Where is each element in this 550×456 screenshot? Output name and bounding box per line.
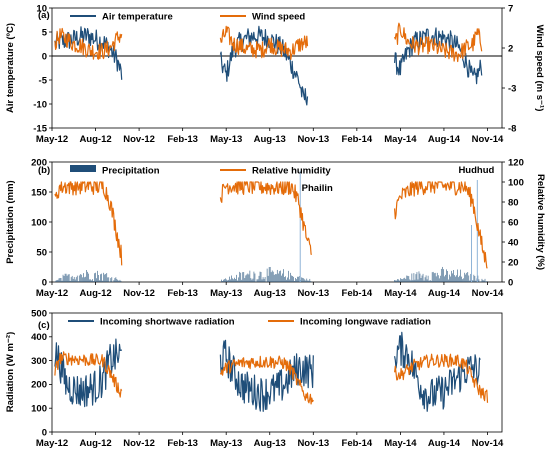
ylabel-radiation: Radiation (W m⁻²) [5,332,16,412]
ytick-right-label: 2 [508,43,513,54]
ylabel-relative-humidity: Relative humidity (%) [535,174,546,270]
xtick-label: May-13 [210,134,242,145]
xtick-label: Feb-14 [342,438,373,449]
annotation-cyclone: Hudhud [458,165,494,176]
ytick-right-label: 100 [508,177,524,188]
xtick-label: May-12 [36,134,68,145]
ytick-label: 200 [31,157,47,168]
xtick-label: Nov-13 [297,438,329,449]
ytick-right-label: 120 [508,157,524,168]
xtick-label: Nov-12 [123,288,155,299]
panel-label-b: (b) [38,165,50,176]
ytick-label: 0 [42,51,47,62]
xtick-label: Nov-14 [472,438,504,449]
xtick-label: Aug-14 [428,134,461,145]
panel-precipitation-humidity: Precipitation (mm) Relative humidity (%)… [5,157,546,299]
xtick-label: Nov-13 [297,134,329,145]
series-line-incoming-longwave-radiation [394,353,489,403]
annotation-cyclone: Phailin [302,183,333,194]
xtick-label: May-13 [210,288,242,299]
xtick-label: Aug-13 [254,438,286,449]
xtick-label: May-14 [384,438,417,449]
xtick-label: Aug-14 [428,288,461,299]
panel-air-temperature-wind: Air temperature (ºC) Wind speed (m s⁻¹) … [5,3,545,145]
legend-label: Incoming shortwave radiation [100,317,235,328]
ytick-right-label: 7 [508,3,513,14]
plot-frame [51,161,503,283]
ytick-label: -15 [33,123,47,134]
legend-label: Precipitation [102,166,160,177]
ytick-label: -5 [39,75,48,86]
ylabel-air-temperature: Air temperature (ºC) [5,23,16,113]
ytick-label: 0 [42,277,47,288]
ytick-right-label: 40 [508,237,519,248]
xtick-label: Feb-13 [167,288,198,299]
ytick-right-label: 20 [508,257,519,268]
xtick-label: Nov-12 [123,134,155,145]
ytick-right-label: 80 [508,197,519,208]
xtick-label: Nov-14 [472,288,504,299]
legend-swatch [70,165,96,172]
xtick-label: Aug-12 [79,438,111,449]
legend-label: Air temperature [102,12,173,23]
ytick-right-label: -8 [508,123,516,134]
series-line-incoming-shortwave-radiation [54,338,123,408]
ytick-label: 50 [36,247,47,258]
series-line-wind-speed [394,22,483,63]
legend-label: Relative humidity [252,166,331,177]
series-line-incoming-longwave-radiation [54,351,123,398]
ytick-label: 100 [31,404,47,415]
xtick-label: Nov-14 [472,134,504,145]
ytick-label: 150 [31,187,47,198]
xtick-label: May-14 [384,134,417,145]
xtick-label: Nov-13 [297,288,329,299]
xtick-label: Feb-13 [167,438,198,449]
ytick-right-label: 0 [508,277,513,288]
xtick-label: Nov-12 [123,438,155,449]
xtick-label: May-12 [36,288,68,299]
xtick-label: Aug-14 [428,438,461,449]
panel-label-c: (c) [38,320,50,331]
panel-label-a: (a) [38,10,50,21]
panel-radiation: Radiation (W m⁻²) (c) 0 100 200 300 400 500 Ma… [5,308,504,449]
series-line-incoming-shortwave-radiation [219,339,314,412]
ytick-label: 500 [31,308,47,319]
series-line-wind-speed [219,25,309,60]
xtick-label: May-13 [210,438,242,449]
plot-frame [51,312,503,433]
ytick-label: 200 [31,380,47,391]
xtick-label: Aug-13 [254,134,286,145]
ylabel-precipitation: Precipitation (mm) [5,180,16,263]
ytick-label: 100 [31,217,47,228]
xtick-label: May-12 [36,438,68,449]
ytick-label: 300 [31,356,47,367]
series-line-air-temperature [219,25,309,106]
ytick-label: 400 [31,332,47,343]
xtick-label: May-14 [384,288,417,299]
series-line-air-temperature [394,27,483,85]
ytick-label: 10 [36,3,47,14]
series-line-incoming-longwave-radiation [219,355,314,405]
plot-frame [51,7,503,129]
series-line-relative-humidity [219,181,312,255]
ytick-label: -10 [33,99,47,110]
ytick-label: 5 [42,27,48,38]
xtick-label: Aug-12 [79,134,111,145]
series-line-relative-humidity [54,181,123,266]
legend-label: Wind speed [252,12,305,23]
xtick-label: Feb-14 [342,134,373,145]
xtick-label: Aug-13 [254,288,286,299]
xtick-label: Aug-12 [79,288,111,299]
ytick-right-label: -3 [508,83,516,94]
series-line-relative-humidity [394,181,488,269]
series-line-incoming-shortwave-radiation [394,331,481,412]
series-line-wind-speed [54,27,123,60]
xtick-label: Feb-14 [342,288,373,299]
ytick-label: 0 [42,427,47,438]
ytick-right-label: 60 [508,217,519,228]
xtick-label: Feb-13 [167,134,198,145]
ylabel-wind-speed: Wind speed (m s⁻¹) [534,25,545,112]
legend-label: Incoming longwave radiation [300,317,431,328]
